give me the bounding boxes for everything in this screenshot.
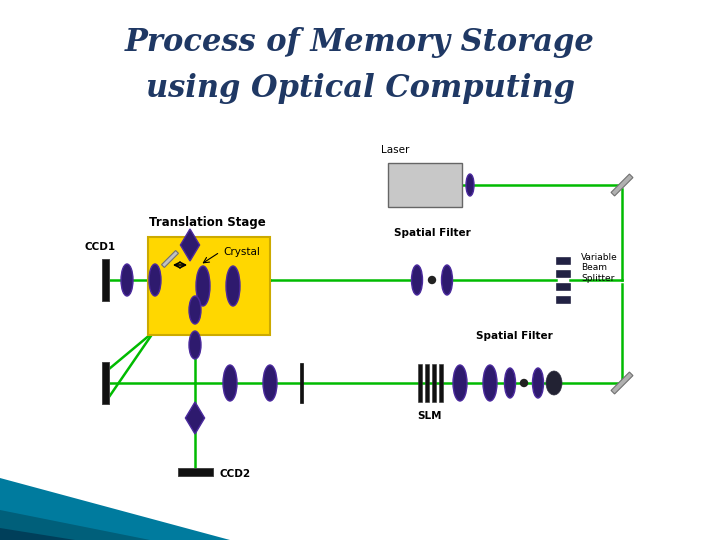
Ellipse shape bbox=[196, 266, 210, 306]
Text: Laser: Laser bbox=[381, 145, 409, 155]
Bar bbox=[438, 364, 443, 402]
Ellipse shape bbox=[223, 365, 237, 401]
Bar bbox=[148, 237, 270, 335]
Ellipse shape bbox=[412, 265, 423, 295]
Circle shape bbox=[428, 276, 436, 284]
Bar bbox=[178, 468, 212, 476]
Text: Crystal: Crystal bbox=[223, 247, 260, 257]
Text: CCD2: CCD2 bbox=[220, 469, 251, 479]
Polygon shape bbox=[186, 402, 204, 434]
Text: SLM: SLM bbox=[418, 411, 442, 421]
Ellipse shape bbox=[149, 264, 161, 296]
Text: Translation Stage: Translation Stage bbox=[148, 216, 266, 229]
Text: Spatial Filter: Spatial Filter bbox=[476, 331, 552, 341]
Circle shape bbox=[521, 380, 528, 387]
Polygon shape bbox=[0, 528, 75, 540]
Polygon shape bbox=[161, 251, 179, 267]
Bar bbox=[418, 364, 421, 402]
Bar bbox=[556, 284, 570, 290]
Ellipse shape bbox=[483, 365, 497, 401]
Ellipse shape bbox=[533, 368, 544, 398]
Ellipse shape bbox=[453, 365, 467, 401]
Text: Process of Memory Storage: Process of Memory Storage bbox=[125, 26, 595, 57]
Bar bbox=[556, 270, 570, 276]
Ellipse shape bbox=[189, 331, 201, 359]
Text: Variable
Beam
Splitter: Variable Beam Splitter bbox=[581, 253, 618, 283]
Polygon shape bbox=[611, 174, 633, 196]
Bar bbox=[102, 362, 109, 404]
Ellipse shape bbox=[121, 264, 133, 296]
Text: using Optical Computing: using Optical Computing bbox=[145, 72, 575, 104]
Polygon shape bbox=[181, 229, 199, 261]
Bar bbox=[102, 259, 109, 301]
Bar bbox=[556, 257, 570, 264]
Text: Spatial Filter: Spatial Filter bbox=[394, 228, 470, 238]
Ellipse shape bbox=[189, 296, 201, 324]
Bar bbox=[431, 364, 436, 402]
Ellipse shape bbox=[441, 265, 452, 295]
Polygon shape bbox=[0, 478, 230, 540]
Ellipse shape bbox=[546, 371, 562, 395]
Polygon shape bbox=[0, 510, 150, 540]
Bar bbox=[556, 296, 570, 303]
Ellipse shape bbox=[263, 365, 277, 401]
Bar bbox=[300, 363, 303, 403]
Bar bbox=[388, 163, 462, 207]
Ellipse shape bbox=[505, 368, 516, 398]
Ellipse shape bbox=[466, 174, 474, 196]
Bar bbox=[425, 364, 428, 402]
Text: CCD1: CCD1 bbox=[84, 242, 116, 252]
Polygon shape bbox=[611, 372, 633, 394]
Ellipse shape bbox=[226, 266, 240, 306]
